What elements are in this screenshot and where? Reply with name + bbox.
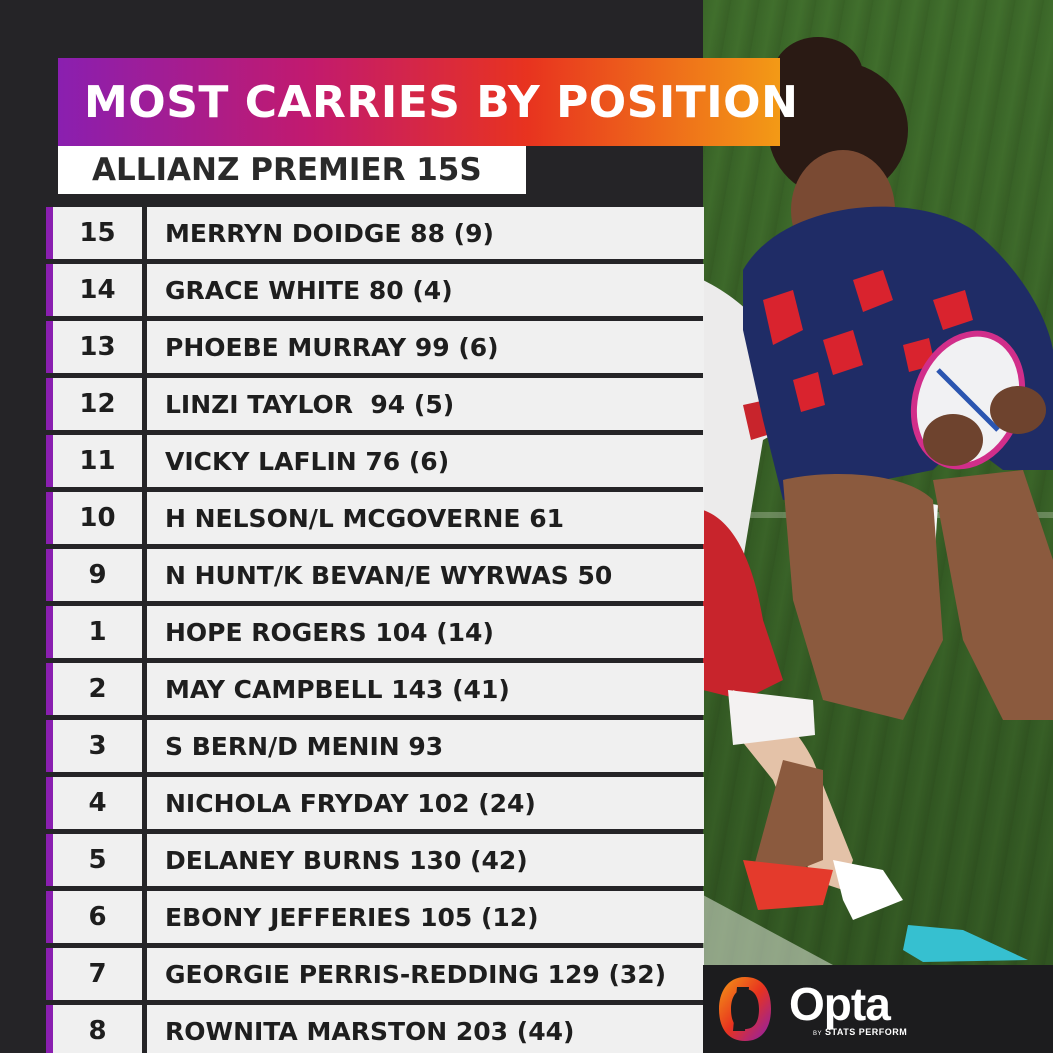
table-row: 12 LINZI TAYLOR 94 (5) — [46, 378, 704, 435]
position-number: 14 — [46, 264, 142, 316]
page-title: MOST CARRIES BY POSITION — [84, 76, 799, 128]
player-carries: VICKY LAFLIN 76 (6) — [147, 435, 704, 487]
table-row: 10 H NELSON/L MCGOVERNE 61 — [46, 492, 704, 549]
position-number: 3 — [46, 720, 142, 772]
position-number: 13 — [46, 321, 142, 373]
opta-wordmark: Opta — [789, 978, 891, 1030]
position-number: 8 — [46, 1005, 142, 1053]
table-row: 7 GEORGIE PERRIS-REDDING 129 (32) — [46, 948, 704, 1005]
opta-mark-icon — [719, 977, 771, 1041]
title-banner: MOST CARRIES BY POSITION — [58, 58, 798, 146]
opta-tagline: BY STATS PERFORM — [813, 1027, 908, 1037]
player-carries: HOPE ROGERS 104 (14) — [147, 606, 704, 658]
opta-logo: Opta BY STATS PERFORM — [703, 965, 1053, 1053]
table-row: 4 NICHOLA FRYDAY 102 (24) — [46, 777, 704, 834]
position-number: 10 — [46, 492, 142, 544]
position-number: 7 — [46, 948, 142, 1000]
position-number: 4 — [46, 777, 142, 829]
position-number: 6 — [46, 891, 142, 943]
table-row: 2 MAY CAMPBELL 143 (41) — [46, 663, 704, 720]
table-row: 8 ROWNITA MARSTON 203 (44) — [46, 1005, 704, 1053]
player-carries: MERRYN DOIDGE 88 (9) — [147, 207, 704, 259]
carries-table: 15 MERRYN DOIDGE 88 (9) 14 GRACE WHITE 80 … — [46, 207, 704, 1053]
position-number: 15 — [46, 207, 142, 259]
table-row: 15 MERRYN DOIDGE 88 (9) — [46, 207, 704, 264]
position-number: 5 — [46, 834, 142, 886]
player-carries: EBONY JEFFERIES 105 (12) — [147, 891, 704, 943]
position-number: 12 — [46, 378, 142, 430]
player-carries: ROWNITA MARSTON 203 (44) — [147, 1005, 704, 1053]
table-row: 1 HOPE ROGERS 104 (14) — [46, 606, 704, 663]
player-carries: LINZI TAYLOR 94 (5) — [147, 378, 704, 430]
table-row: 5 DELANEY BURNS 130 (42) — [46, 834, 704, 891]
player-carries: NICHOLA FRYDAY 102 (24) — [147, 777, 704, 829]
player-carries: H NELSON/L MCGOVERNE 61 — [147, 492, 704, 544]
player-carries: S BERN/D MENIN 93 — [147, 720, 704, 772]
player-carries: PHOEBE MURRAY 99 (6) — [147, 321, 704, 373]
subtitle-box: ALLIANZ PREMIER 15S — [58, 146, 526, 194]
page-subtitle: ALLIANZ PREMIER 15S — [92, 152, 482, 188]
table-row: 14 GRACE WHITE 80 (4) — [46, 264, 704, 321]
player-carries: GRACE WHITE 80 (4) — [147, 264, 704, 316]
player-carries: DELANEY BURNS 130 (42) — [147, 834, 704, 886]
position-number: 11 — [46, 435, 142, 487]
table-row: 6 EBONY JEFFERIES 105 (12) — [46, 891, 704, 948]
player-carries: MAY CAMPBELL 143 (41) — [147, 663, 704, 715]
table-row: 11 VICKY LAFLIN 76 (6) — [46, 435, 704, 492]
player-carries: N HUNT/K BEVAN/E WYRWAS 50 — [147, 549, 704, 601]
position-number: 2 — [46, 663, 142, 715]
table-row: 13 PHOEBE MURRAY 99 (6) — [46, 321, 704, 378]
photo-illustration — [703, 37, 1053, 965]
position-number: 1 — [46, 606, 142, 658]
rugby-player-photo — [703, 0, 1053, 1053]
position-number: 9 — [46, 549, 142, 601]
player-carries: GEORGIE PERRIS-REDDING 129 (32) — [147, 948, 704, 1000]
